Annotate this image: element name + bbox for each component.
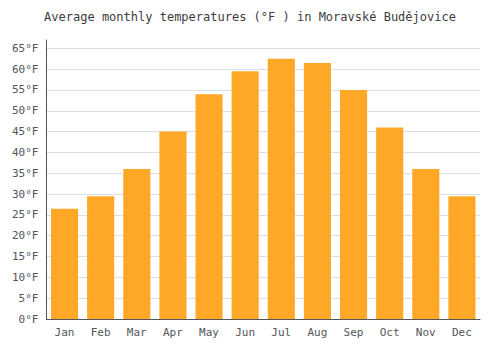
svg-text:Oct: Oct — [380, 326, 400, 339]
svg-text:Dec: Dec — [452, 326, 472, 339]
svg-text:50°F: 50°F — [12, 104, 39, 117]
svg-text:10°F: 10°F — [12, 271, 39, 284]
svg-text:May: May — [199, 326, 219, 339]
svg-text:20°F: 20°F — [12, 229, 39, 242]
svg-text:Apr: Apr — [163, 326, 183, 339]
svg-text:Aug: Aug — [307, 326, 327, 339]
svg-text:65°F: 65°F — [12, 42, 39, 55]
svg-text:40°F: 40°F — [12, 146, 39, 159]
svg-text:5°F: 5°F — [19, 292, 39, 305]
svg-text:55°F: 55°F — [12, 83, 39, 96]
svg-text:35°F: 35°F — [12, 167, 39, 180]
svg-text:30°F: 30°F — [12, 188, 39, 201]
svg-text:Jun: Jun — [235, 326, 255, 339]
svg-text:60°F: 60°F — [12, 63, 39, 76]
svg-text:25°F: 25°F — [12, 208, 39, 221]
svg-text:Mar: Mar — [127, 326, 147, 339]
svg-text:Jul: Jul — [271, 326, 291, 339]
svg-text:15°F: 15°F — [12, 250, 39, 263]
svg-text:Nov: Nov — [416, 326, 436, 339]
svg-text:Sep: Sep — [344, 326, 364, 339]
svg-text:45°F: 45°F — [12, 125, 39, 138]
svg-text:0°F: 0°F — [19, 313, 39, 326]
svg-text:Jan: Jan — [55, 326, 75, 339]
svg-text:Feb: Feb — [91, 326, 111, 339]
svg-text:Average monthly temperatures (: Average monthly temperatures (°F ) in Mo… — [44, 10, 456, 24]
